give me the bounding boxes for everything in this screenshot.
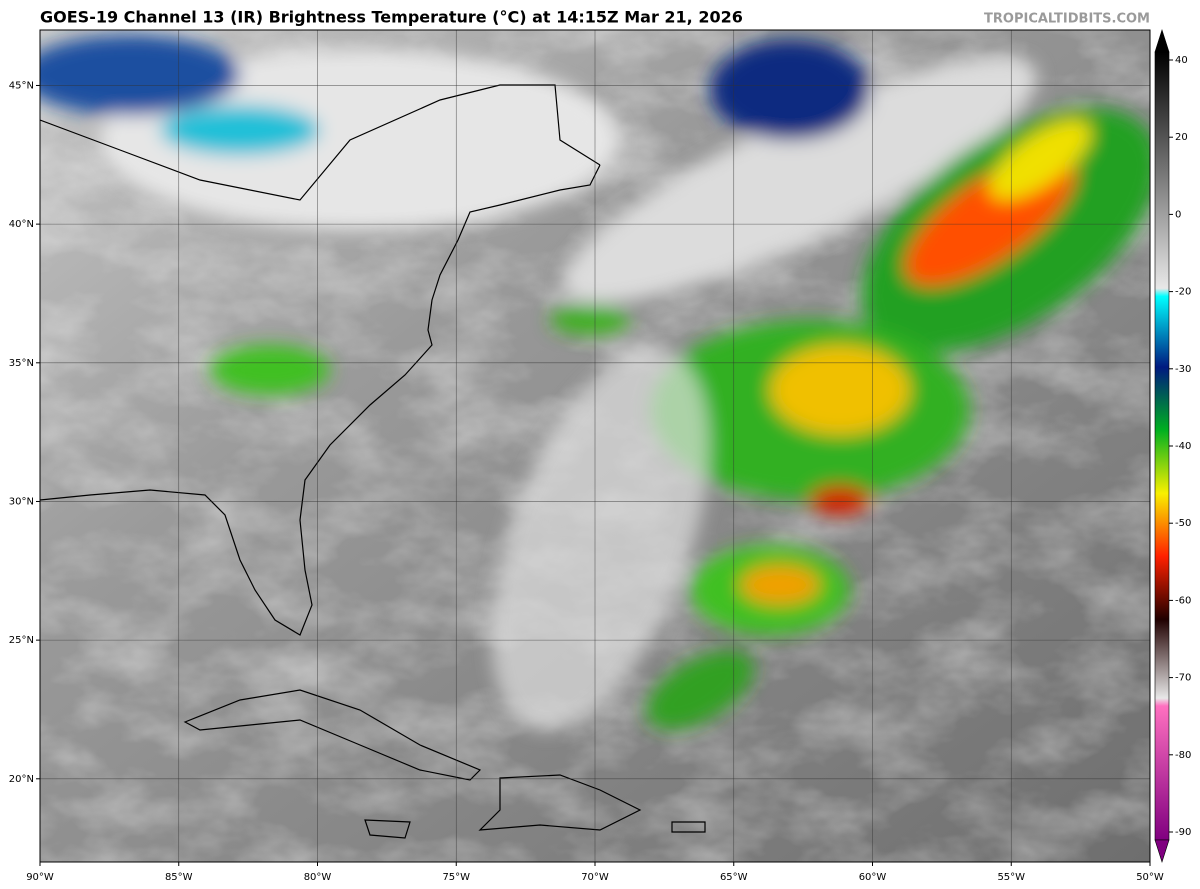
lon-tick-label: 90°W: [26, 872, 54, 883]
colorbar-tick-label: 40: [1175, 55, 1188, 66]
lon-tick-label: 70°W: [581, 872, 609, 883]
lat-tick-label: 40°N: [9, 219, 34, 230]
lon-tick-label: 50°W: [1136, 872, 1164, 883]
map-image: [40, 30, 1150, 862]
lon-tick-label: 85°W: [165, 872, 193, 883]
colorbar-tick-label: -30: [1175, 364, 1191, 375]
colorbar: [1154, 29, 1170, 863]
colorbar-tick-label: -90: [1175, 827, 1191, 838]
colorbar-tick-label: -20: [1175, 287, 1191, 298]
lon-tick-label: 60°W: [859, 872, 887, 883]
lat-tick-label: 35°N: [9, 358, 34, 369]
title: GOES-19 Channel 13 (IR) Brightness Tempe…: [40, 8, 743, 27]
lon-tick-label: 65°W: [720, 872, 748, 883]
lat-tick-label: 30°N: [9, 496, 34, 507]
colorbar-tick-label: -80: [1175, 750, 1191, 761]
graticule: [39, 30, 1151, 862]
colorbar-ticks: 40 20 0 -20 -30 -40 -50 -60 -70 -80 -90: [1169, 55, 1191, 838]
lat-tick-label: 45°N: [9, 80, 34, 91]
watermark: TROPICALTIDBITS.COM: [984, 12, 1150, 27]
axes: 90°W 85°W 80°W 75°W 70°W 65°W 60°W 55°W 50°W 20°N…: [9, 80, 1164, 883]
lat-tick-label: 20°N: [9, 774, 34, 785]
lon-tick-label: 80°W: [304, 872, 332, 883]
colorbar-tick-label: -70: [1175, 673, 1191, 684]
lon-tick-label: 75°W: [442, 872, 470, 883]
colorbar-tick-label: 20: [1175, 132, 1188, 143]
colorbar-tick-label: -40: [1175, 441, 1191, 452]
lon-tick-label: 55°W: [997, 872, 1025, 883]
colorbar-tick-label: 0: [1175, 209, 1181, 220]
lat-tick-label: 25°N: [9, 635, 34, 646]
colorbar-tick-label: -50: [1175, 518, 1191, 529]
colorbar-tick-label: -60: [1175, 595, 1191, 606]
